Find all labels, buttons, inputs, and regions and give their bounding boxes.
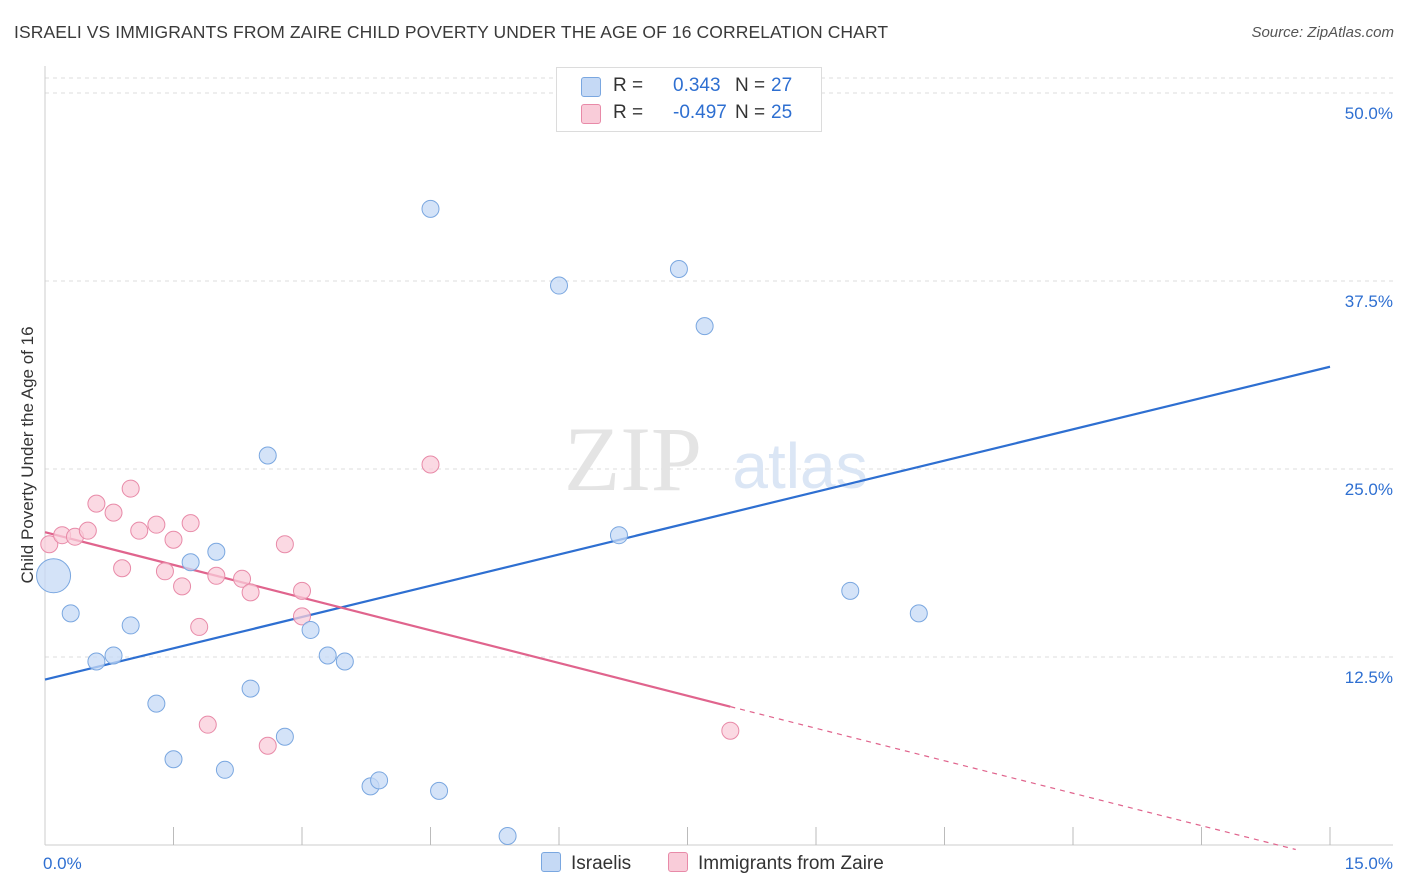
israelis-point <box>498 826 517 845</box>
legend-item-zaire: Immigrants from Zaire <box>668 852 884 875</box>
israelis-point <box>164 750 183 769</box>
israelis-swatch <box>541 852 561 872</box>
israelis-point <box>275 727 294 746</box>
zaire-point <box>87 494 106 513</box>
zaire-point <box>207 566 226 585</box>
zaire-point <box>113 559 132 578</box>
zaire-point <box>421 455 440 474</box>
zaire-point <box>130 521 149 540</box>
correlation-legend: R = 0.343 N = 27 R = -0.497 N = 25 <box>556 67 822 132</box>
israelis-point <box>36 558 72 594</box>
r-value: 0.343 <box>673 75 721 96</box>
r-label: R = <box>613 102 644 123</box>
israelis-point <box>241 679 260 698</box>
israelis-point <box>121 616 140 635</box>
zaire-point <box>190 617 209 636</box>
zaire-point <box>78 521 97 540</box>
legend-item-israelis: Israelis <box>541 852 631 875</box>
israelis-point <box>181 553 200 572</box>
israelis-point <box>61 604 80 623</box>
zaire-point <box>293 581 311 600</box>
israelis-point <box>695 317 714 336</box>
israelis-point <box>301 620 320 639</box>
israelis-point <box>258 446 277 465</box>
israelis-trend-line <box>44 365 1331 681</box>
israelis-swatch <box>581 77 601 97</box>
israelis-point <box>841 581 860 600</box>
r-value: -0.497 <box>673 102 727 123</box>
n-value: 25 <box>771 102 793 123</box>
israelis-point <box>609 526 628 545</box>
x-tick-label: 0.0% <box>43 854 82 873</box>
zaire-point <box>258 736 277 755</box>
israelis-point <box>147 694 166 713</box>
zaire-swatch <box>668 852 688 872</box>
israelis-point <box>421 199 440 218</box>
zaire-point <box>721 721 740 740</box>
y-tick-label: 50.0% <box>1345 104 1393 123</box>
israelis-point <box>318 646 337 665</box>
chart-title: ISRAELI VS IMMIGRANTS FROM ZAIRE CHILD P… <box>14 22 889 42</box>
y-tick-label: 37.5% <box>1345 292 1393 311</box>
watermark-zip: ZIP <box>564 408 702 510</box>
zaire-trend-line <box>44 531 731 708</box>
israelis-point <box>87 652 106 671</box>
n-value: 27 <box>771 75 793 96</box>
zaire-point <box>233 569 252 588</box>
zaire-point <box>275 535 294 554</box>
zaire-point <box>293 607 311 626</box>
israelis-point <box>430 781 449 800</box>
israelis-point <box>550 276 568 295</box>
zaire-swatch <box>581 104 601 124</box>
y-tick-label: 25.0% <box>1345 480 1393 499</box>
zaire-trend-extension <box>730 706 1296 851</box>
y-tick-label: 12.5% <box>1345 668 1393 687</box>
watermark-atlas: atlas <box>732 430 867 502</box>
zaire-point <box>198 715 217 734</box>
zaire-point <box>104 503 123 522</box>
zaire-point <box>40 535 59 554</box>
zaire-point <box>121 479 140 498</box>
zaire-point <box>241 583 260 602</box>
zaire-point <box>147 515 166 534</box>
r-label: R = <box>613 75 644 96</box>
source-label: Source: ZipAtlas.com <box>1251 24 1394 41</box>
legend-label: Israelis <box>571 853 632 874</box>
n-label: N = <box>735 75 766 96</box>
israelis-point <box>335 652 354 671</box>
zaire-point <box>181 514 200 533</box>
israelis-point <box>207 542 226 561</box>
israelis-point <box>669 259 688 278</box>
n-label: N = <box>735 102 766 123</box>
israelis-point <box>370 771 389 790</box>
israelis-point <box>909 604 928 623</box>
israelis-point <box>104 646 123 665</box>
zaire-point <box>164 530 183 549</box>
legend-label: Immigrants from Zaire <box>698 853 884 874</box>
zaire-point <box>155 562 174 581</box>
x-tick-label: 15.0% <box>1345 854 1393 873</box>
israelis-point <box>215 760 234 779</box>
zaire-point <box>173 577 192 596</box>
